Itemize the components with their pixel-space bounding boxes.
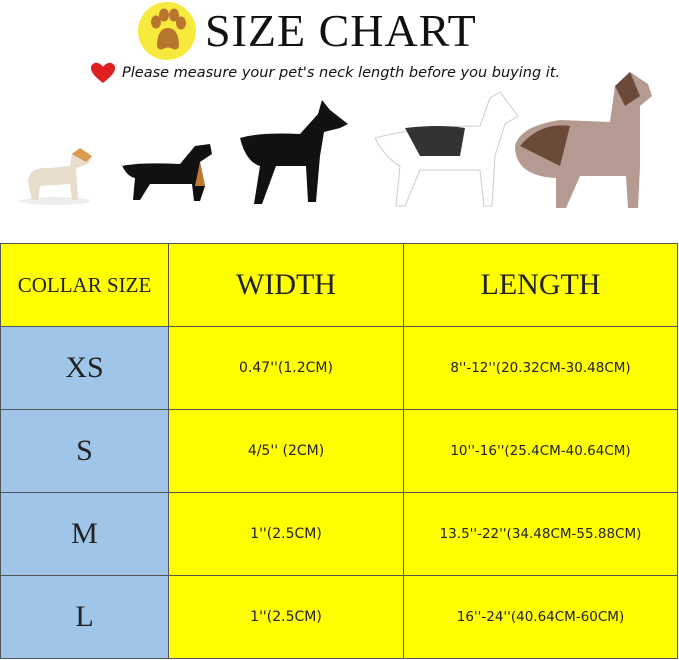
table-row: XS 0.47''(1.2CM) 8''-12''(20.32CM-30.48C… <box>0 326 678 410</box>
length-cell: 13.5''-22''(34.48CM-55.88CM) <box>403 492 678 576</box>
length-cell: 8''-12''(20.32CM-30.48CM) <box>403 326 678 410</box>
header-length: LENGTH <box>403 243 678 327</box>
wolfhound-illustration <box>515 72 652 208</box>
bull-terrier-illustration <box>374 91 519 207</box>
width-cell: 4/5'' (2CM) <box>168 409 404 493</box>
width-cell: 1''(2.5CM) <box>168 492 404 576</box>
doberman-illustration <box>240 100 348 204</box>
heart-icon <box>91 62 115 83</box>
table-row: S 4/5'' (2CM) 10''-16''(25.4CM-40.64CM) <box>0 409 678 493</box>
dachshund-illustration <box>120 144 212 201</box>
measure-note: Please measure your pet's neck length be… <box>90 62 560 84</box>
size-cell: XS <box>0 326 169 410</box>
header-width: WIDTH <box>168 243 404 327</box>
width-cell: 0.47''(1.2CM) <box>168 326 404 410</box>
width-cell: 1''(2.5CM) <box>168 575 404 659</box>
note-text: Please measure your pet's neck length be… <box>122 65 561 81</box>
table-header-row: COLLAR SIZE WIDTH LENGTH <box>0 243 678 327</box>
length-cell: 10''-16''(25.4CM-40.64CM) <box>403 409 678 493</box>
header-collar-size: COLLAR SIZE <box>0 243 169 327</box>
page-title: SIZE CHART <box>205 5 477 56</box>
dog-illustrations <box>20 72 652 208</box>
table-row: M 1''(2.5CM) 13.5''-22''(34.48CM-55.88CM… <box>0 492 678 576</box>
paw-icon <box>151 8 186 50</box>
length-cell: 16''-24''(40.64CM-60CM) <box>403 575 678 659</box>
small-dog-illustration <box>20 148 92 205</box>
table-row: L 1''(2.5CM) 16''-24''(40.64CM-60CM) <box>0 575 678 659</box>
size-table: COLLAR SIZE WIDTH LENGTH XS 0.47''(1.2CM… <box>0 243 678 659</box>
size-cell: S <box>0 409 169 493</box>
paw-logo <box>138 2 196 60</box>
size-cell: M <box>0 492 169 576</box>
size-cell: L <box>0 575 169 659</box>
